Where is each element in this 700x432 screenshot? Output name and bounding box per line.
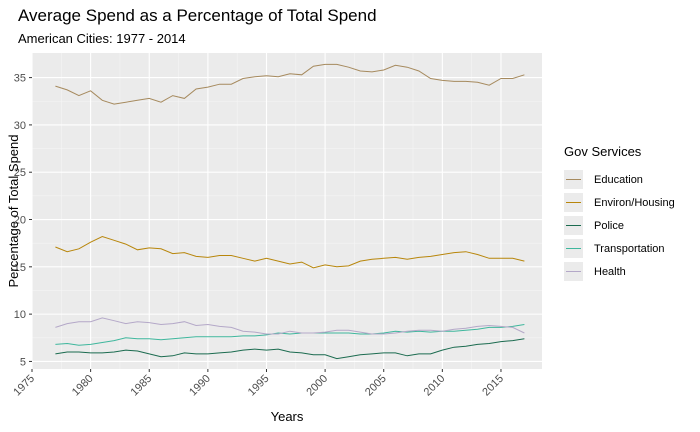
legend-label: Health	[594, 265, 626, 278]
legend-swatch-line	[566, 225, 581, 226]
legend-item-police: Police	[564, 214, 675, 237]
legend-key	[564, 193, 583, 212]
legend-item-environ-housing: Environ/Housing	[564, 191, 675, 214]
legend-key	[564, 170, 583, 189]
y-tick-label: 35	[14, 73, 26, 85]
x-tick-label: 1995	[246, 373, 272, 399]
legend-key	[564, 239, 583, 258]
legend-item-education: Education	[564, 168, 675, 191]
series-line-transportation	[55, 324, 525, 346]
plot-panel	[32, 53, 542, 369]
chart-subtitle: American Cities: 1977 - 2014	[18, 31, 186, 46]
legend-swatch-line	[566, 271, 581, 272]
legend-swatch-line	[566, 202, 581, 203]
x-tick-label: 2000	[304, 373, 330, 399]
legend-swatch-line	[566, 248, 581, 249]
major-grid	[31, 53, 542, 369]
legend-items: Education Environ/Housing Police Transporta…	[564, 168, 675, 283]
minor-grid	[32, 53, 542, 369]
legend-swatch-line	[566, 179, 581, 180]
legend-label: Transportation	[594, 242, 665, 255]
legend-label: Police	[594, 219, 624, 232]
legend: Gov Services Education Environ/Housing Pol…	[564, 144, 675, 283]
legend-label: Education	[594, 173, 643, 186]
chart-title: Average Spend as a Percentage of Total S…	[18, 6, 377, 25]
x-axis-label: Years	[271, 409, 304, 424]
series-line-education	[55, 63, 525, 105]
x-tick-label: 2010	[422, 373, 448, 399]
x-tick-label: 2005	[363, 373, 389, 399]
x-tick-labels: 1975 1980 1985 1990 1995 2000 2005 2010 2015	[11, 373, 506, 399]
y-tick-label: 5	[20, 356, 26, 368]
y-tick-label: 15	[14, 262, 26, 274]
legend-label: Environ/Housing	[594, 196, 675, 209]
y-axis-label: Percentage of Total Spend	[6, 135, 21, 288]
series-line-police	[55, 338, 525, 360]
x-tick-label: 1990	[187, 373, 213, 399]
legend-item-health: Health	[564, 260, 675, 283]
series-line-environ-housing	[55, 235, 525, 269]
legend-key	[564, 216, 583, 235]
x-tick-label: 1975	[11, 373, 37, 399]
y-tick-label: 30	[14, 120, 26, 132]
y-tick-label: 20	[14, 215, 26, 227]
x-tick-label: 2015	[480, 373, 506, 399]
x-tick-label: 1980	[70, 373, 96, 399]
axis-ticks	[29, 77, 502, 372]
y-tick-labels: 5 10 15 20 25 30 35	[14, 73, 26, 369]
y-tick-label: 10	[14, 309, 26, 321]
series-layer	[55, 63, 525, 360]
x-tick-label: 1985	[129, 373, 155, 399]
y-tick-label: 25	[14, 167, 26, 179]
legend-title: Gov Services	[564, 144, 642, 159]
series-line-health	[55, 317, 525, 335]
legend-key	[564, 262, 583, 281]
legend-item-transportation: Transportation	[564, 237, 675, 260]
